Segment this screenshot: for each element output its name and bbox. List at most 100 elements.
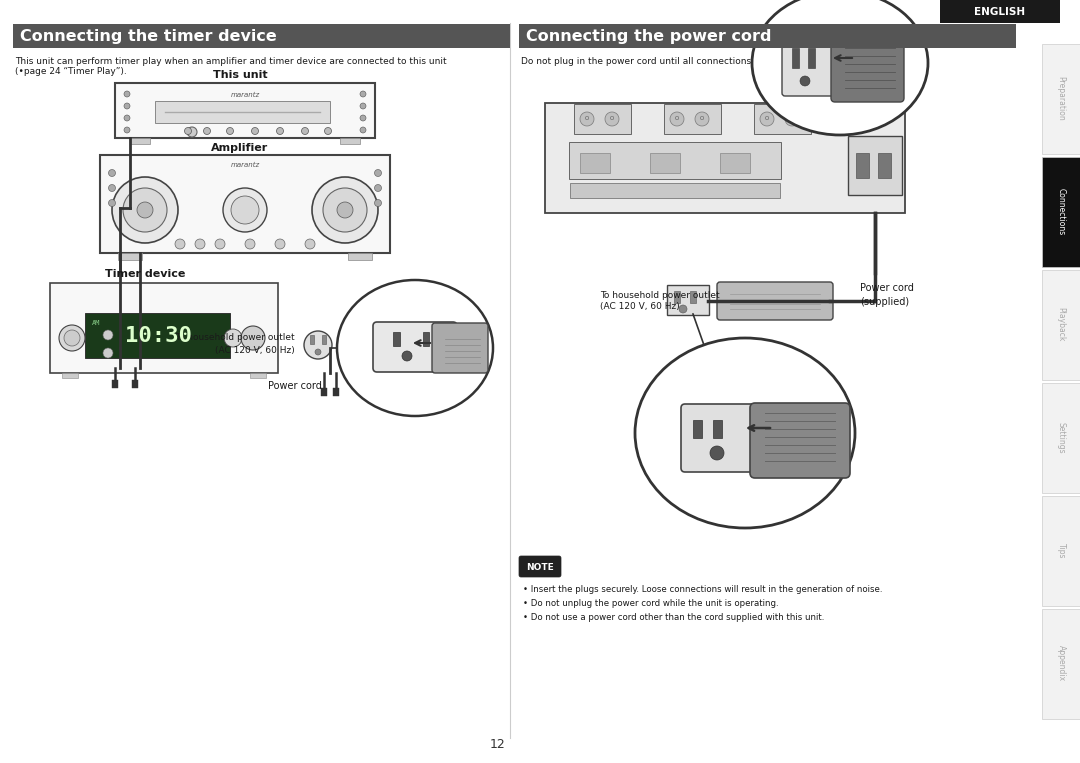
Circle shape: [185, 127, 191, 134]
FancyBboxPatch shape: [321, 388, 327, 396]
FancyBboxPatch shape: [519, 24, 1016, 48]
Circle shape: [360, 103, 366, 109]
Text: O: O: [585, 117, 589, 121]
Text: NOTE: NOTE: [526, 562, 554, 571]
FancyBboxPatch shape: [118, 253, 141, 260]
Text: (•page 24 “Timer Play”).: (•page 24 “Timer Play”).: [15, 67, 126, 76]
Text: O: O: [700, 117, 704, 121]
FancyBboxPatch shape: [831, 39, 904, 102]
Text: Timer device: Timer device: [105, 269, 186, 279]
Circle shape: [123, 188, 167, 232]
FancyBboxPatch shape: [1042, 44, 1080, 154]
FancyBboxPatch shape: [13, 24, 510, 48]
Circle shape: [785, 112, 799, 126]
FancyBboxPatch shape: [132, 380, 138, 388]
FancyBboxPatch shape: [348, 253, 372, 260]
Circle shape: [315, 349, 321, 355]
Circle shape: [276, 127, 283, 134]
Circle shape: [760, 112, 774, 126]
Text: ENGLISH: ENGLISH: [974, 7, 1026, 17]
Circle shape: [124, 91, 130, 97]
FancyBboxPatch shape: [310, 335, 314, 344]
Text: • Do not unplug the power cord while the unit is operating.: • Do not unplug the power cord while the…: [523, 599, 779, 608]
FancyBboxPatch shape: [333, 388, 339, 396]
FancyBboxPatch shape: [681, 404, 764, 472]
FancyBboxPatch shape: [717, 282, 833, 320]
Text: Tips: Tips: [1056, 542, 1066, 559]
FancyBboxPatch shape: [519, 556, 561, 577]
Circle shape: [696, 112, 708, 126]
Text: Preparation: Preparation: [1056, 76, 1066, 121]
Circle shape: [231, 196, 259, 224]
FancyBboxPatch shape: [573, 104, 631, 134]
Circle shape: [64, 330, 80, 346]
Text: This unit can perform timer play when an amplifier and timer device are connecte: This unit can perform timer play when an…: [15, 57, 447, 66]
Circle shape: [215, 239, 225, 249]
Circle shape: [275, 239, 285, 249]
FancyBboxPatch shape: [100, 155, 390, 253]
Circle shape: [375, 169, 381, 176]
Text: O: O: [675, 117, 679, 121]
Text: (AC 120 V, 60 Hz): (AC 120 V, 60 Hz): [600, 301, 679, 311]
FancyBboxPatch shape: [940, 0, 1059, 23]
Circle shape: [103, 348, 113, 358]
Text: • Do not use a power cord other than the cord supplied with this unit.: • Do not use a power cord other than the…: [523, 613, 824, 622]
Circle shape: [375, 199, 381, 207]
FancyBboxPatch shape: [650, 153, 680, 173]
Circle shape: [580, 112, 594, 126]
Text: Playback: Playback: [1056, 307, 1066, 342]
FancyBboxPatch shape: [1042, 609, 1080, 719]
FancyBboxPatch shape: [156, 101, 330, 123]
FancyBboxPatch shape: [1042, 270, 1080, 380]
FancyBboxPatch shape: [856, 153, 869, 178]
FancyBboxPatch shape: [848, 136, 902, 195]
Circle shape: [301, 127, 309, 134]
FancyBboxPatch shape: [1042, 496, 1080, 606]
Text: To household power outlet: To household power outlet: [600, 291, 719, 300]
FancyBboxPatch shape: [580, 153, 610, 173]
Circle shape: [124, 127, 130, 133]
Text: To household power outlet: To household power outlet: [175, 333, 295, 343]
Text: • Insert the plugs securely. Loose connections will result in the generation of : • Insert the plugs securely. Loose conne…: [523, 585, 882, 594]
Circle shape: [670, 112, 684, 126]
FancyBboxPatch shape: [322, 335, 326, 344]
Text: O: O: [610, 117, 615, 121]
FancyBboxPatch shape: [112, 380, 118, 388]
Text: marantz: marantz: [230, 92, 259, 98]
Circle shape: [203, 127, 211, 134]
Circle shape: [108, 199, 116, 207]
Text: Do not plug in the power cord until all connections have been completed.: Do not plug in the power cord until all …: [521, 57, 855, 66]
Circle shape: [323, 188, 367, 232]
FancyBboxPatch shape: [130, 138, 150, 144]
Text: 10:30: 10:30: [124, 326, 191, 346]
Circle shape: [605, 112, 619, 126]
Circle shape: [303, 331, 332, 359]
FancyBboxPatch shape: [782, 40, 843, 96]
Circle shape: [195, 239, 205, 249]
Circle shape: [337, 202, 353, 218]
Text: AM: AM: [92, 320, 100, 326]
Circle shape: [124, 103, 130, 109]
FancyBboxPatch shape: [569, 142, 781, 179]
Circle shape: [187, 127, 197, 137]
FancyBboxPatch shape: [754, 104, 811, 134]
Text: Power cord
(supplied): Power cord (supplied): [860, 283, 914, 307]
Circle shape: [227, 127, 233, 134]
Text: Settings: Settings: [1056, 422, 1066, 453]
Circle shape: [59, 325, 85, 351]
Circle shape: [224, 329, 242, 347]
FancyBboxPatch shape: [85, 313, 230, 358]
Text: Amplifier: Amplifier: [212, 143, 269, 153]
Circle shape: [124, 115, 130, 121]
Circle shape: [108, 169, 116, 176]
Text: O: O: [789, 117, 794, 121]
Circle shape: [402, 351, 411, 361]
FancyBboxPatch shape: [114, 83, 375, 138]
FancyBboxPatch shape: [423, 332, 429, 346]
FancyBboxPatch shape: [393, 332, 400, 346]
Circle shape: [679, 305, 687, 313]
FancyBboxPatch shape: [878, 153, 891, 178]
Circle shape: [222, 188, 267, 232]
Text: This unit: This unit: [213, 70, 268, 80]
Circle shape: [175, 239, 185, 249]
